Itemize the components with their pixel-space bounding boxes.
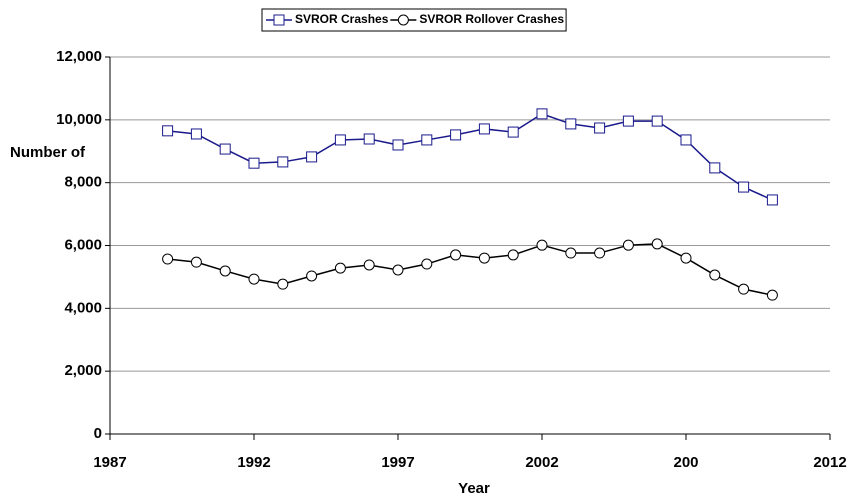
marker	[277, 156, 289, 168]
marker	[565, 118, 577, 130]
marker	[766, 194, 778, 206]
marker	[507, 126, 519, 138]
x-axis-label: Year	[458, 480, 490, 497]
marker	[219, 265, 231, 277]
marker	[162, 125, 174, 137]
marker	[536, 239, 548, 251]
marker	[363, 259, 375, 271]
marker	[248, 157, 260, 169]
marker	[622, 115, 634, 127]
marker	[507, 249, 519, 261]
marker	[565, 247, 577, 259]
y-tick-label: 10,000	[56, 111, 102, 128]
x-tick-label: 2012	[813, 454, 846, 471]
y-tick-label: 6,000	[64, 236, 102, 253]
marker	[680, 134, 692, 146]
marker	[766, 289, 778, 301]
legend-marker	[397, 14, 409, 26]
y-tick-label: 0	[94, 425, 102, 442]
marker	[594, 247, 606, 259]
marker	[190, 256, 202, 268]
legend: SVROR Crashes SVROR Rollover Crashes	[261, 8, 567, 32]
marker	[651, 115, 663, 127]
legend-marker	[273, 14, 285, 26]
marker	[421, 134, 433, 146]
marker	[363, 133, 375, 145]
marker	[162, 253, 174, 265]
marker	[450, 129, 462, 141]
marker	[392, 264, 404, 276]
marker	[709, 162, 721, 174]
marker	[622, 239, 634, 251]
series-line	[167, 243, 773, 296]
marker	[738, 181, 750, 193]
marker	[306, 270, 318, 282]
marker	[478, 123, 490, 135]
marker	[219, 143, 231, 155]
marker	[709, 269, 721, 281]
legend-label: SVROR Rollover Crashes	[419, 12, 564, 26]
marker	[738, 283, 750, 295]
x-tick-label: 1992	[237, 454, 270, 471]
marker	[248, 273, 260, 285]
y-tick-label: 4,000	[64, 299, 102, 316]
marker	[421, 258, 433, 270]
y-tick-label: 2,000	[64, 362, 102, 379]
marker	[190, 128, 202, 140]
marker	[680, 252, 692, 264]
marker	[536, 108, 548, 120]
marker	[651, 238, 663, 250]
x-tick-label: 1987	[93, 454, 126, 471]
marker	[392, 139, 404, 151]
x-tick-label: 2002	[525, 454, 558, 471]
y-tick-label: 12,000	[56, 48, 102, 65]
y-tick-label: 8,000	[64, 174, 102, 191]
marker	[306, 151, 318, 163]
x-tick-label: 1997	[381, 454, 414, 471]
marker	[450, 249, 462, 261]
marker	[334, 262, 346, 274]
legend-label: SVROR Crashes	[295, 12, 389, 26]
marker	[277, 278, 289, 290]
x-tick-label: 200	[673, 454, 698, 471]
marker	[478, 252, 490, 264]
marker	[334, 134, 346, 146]
marker	[594, 122, 606, 134]
series-line	[167, 113, 773, 201]
y-axis-label: Number of	[10, 144, 86, 161]
